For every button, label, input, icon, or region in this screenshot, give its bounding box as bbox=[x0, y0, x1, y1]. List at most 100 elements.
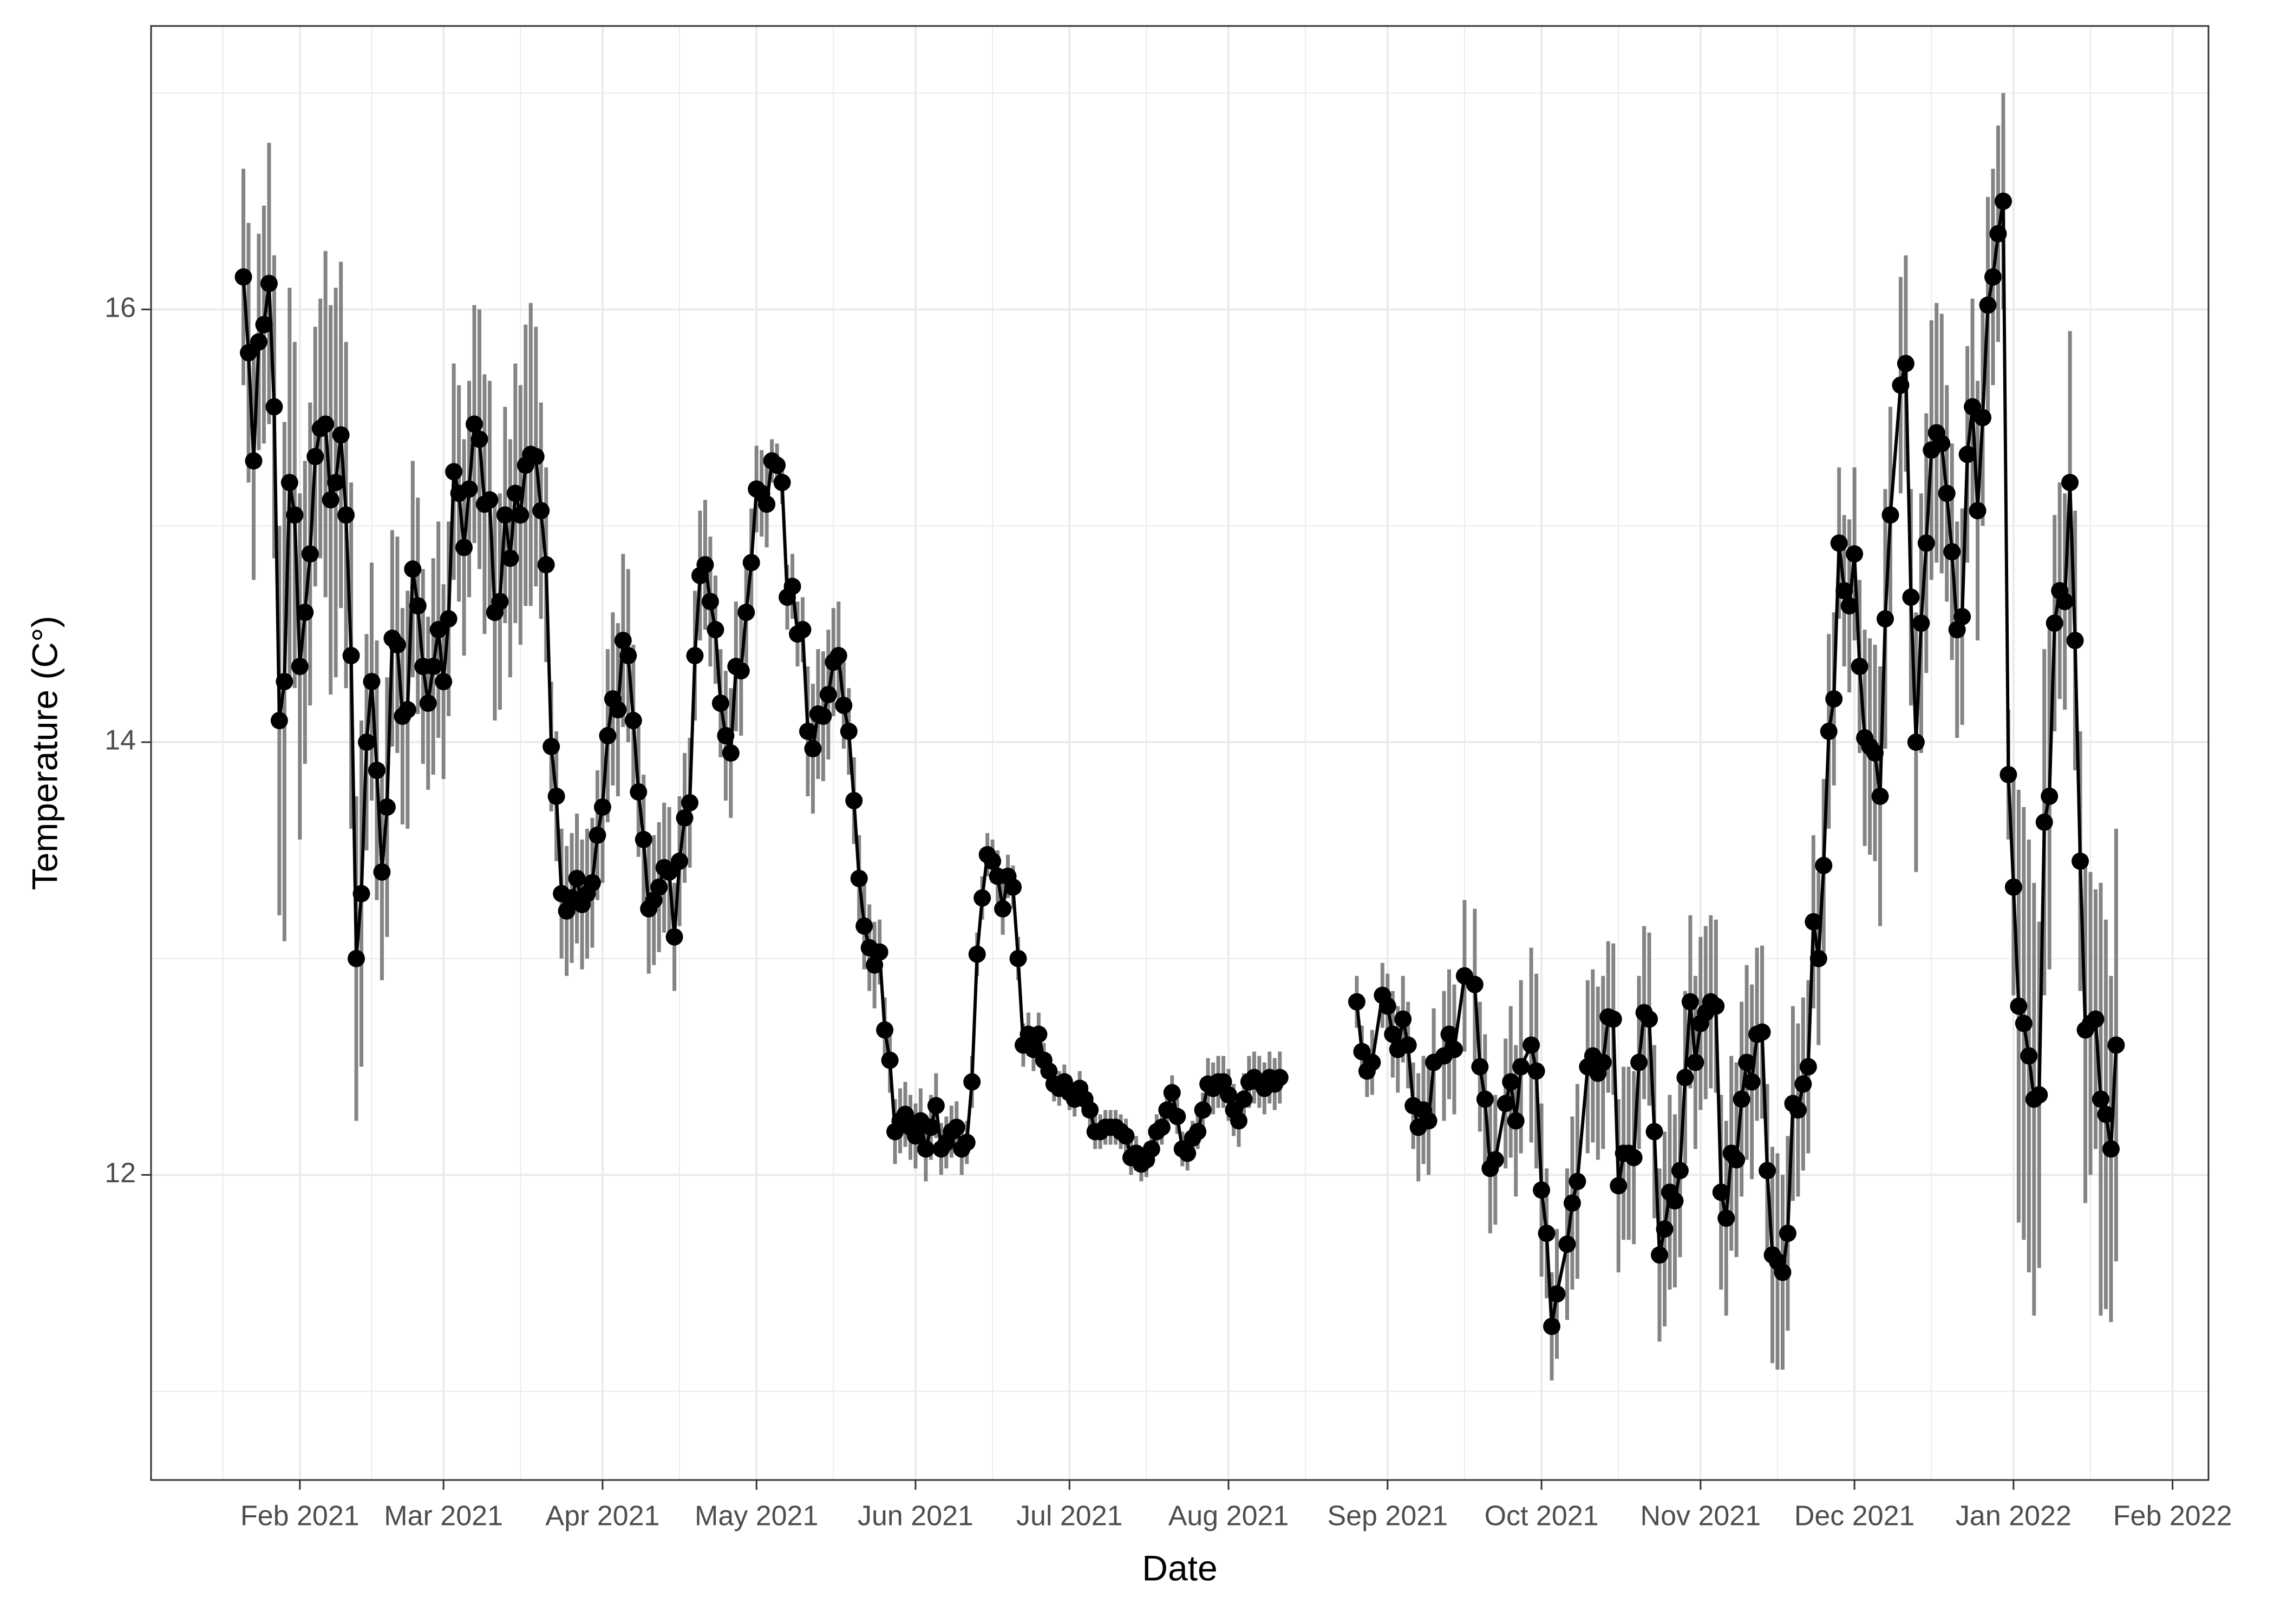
data-point bbox=[635, 830, 652, 848]
data-point bbox=[1687, 1053, 1704, 1071]
data-point bbox=[1743, 1073, 1761, 1091]
x-axis-title: Date bbox=[1142, 1548, 1217, 1588]
data-point bbox=[814, 708, 832, 725]
data-point bbox=[419, 695, 437, 712]
data-point bbox=[1594, 1053, 1612, 1071]
data-point bbox=[650, 878, 668, 896]
data-point bbox=[994, 900, 1012, 918]
data-point bbox=[532, 502, 550, 520]
data-point bbox=[2102, 1140, 2120, 1158]
data-point bbox=[850, 869, 868, 887]
data-point bbox=[1445, 1040, 1463, 1058]
data-point bbox=[460, 480, 478, 498]
data-point bbox=[1912, 614, 1930, 632]
data-point bbox=[240, 344, 258, 362]
data-point bbox=[742, 554, 760, 572]
data-point bbox=[543, 738, 560, 756]
data-point bbox=[1024, 1040, 1042, 1058]
data-point bbox=[527, 448, 545, 466]
x-tick-label: Mar 2021 bbox=[384, 1501, 503, 1532]
data-point bbox=[897, 1105, 914, 1123]
data-point bbox=[1897, 355, 1914, 372]
data-point bbox=[1728, 1151, 1746, 1169]
data-point bbox=[881, 1051, 899, 1069]
data-point bbox=[1610, 1177, 1628, 1195]
data-point bbox=[1815, 856, 1833, 874]
data-point bbox=[1625, 1149, 1643, 1167]
data-point bbox=[1179, 1144, 1197, 1162]
x-tick-label: Feb 2022 bbox=[2113, 1501, 2232, 1532]
data-point bbox=[799, 723, 816, 741]
data-point bbox=[1466, 975, 1484, 993]
data-point bbox=[512, 506, 530, 524]
data-point bbox=[948, 1118, 965, 1136]
data-point bbox=[599, 727, 617, 745]
data-point bbox=[758, 495, 776, 513]
data-point bbox=[547, 787, 565, 805]
data-point bbox=[1641, 1010, 1658, 1028]
data-point bbox=[1420, 1112, 1437, 1130]
data-point bbox=[404, 560, 422, 578]
data-point bbox=[1809, 949, 1827, 967]
data-point bbox=[686, 647, 704, 665]
data-point bbox=[1794, 1075, 1812, 1093]
data-point bbox=[840, 723, 858, 741]
y-tick-label: 16 bbox=[104, 292, 136, 323]
data-point bbox=[1958, 446, 1976, 463]
data-point bbox=[1502, 1073, 1520, 1091]
data-point bbox=[1738, 1053, 1756, 1071]
x-tick-label: May 2021 bbox=[695, 1501, 818, 1532]
data-point bbox=[1230, 1112, 1247, 1130]
data-point bbox=[1527, 1062, 1545, 1080]
data-point bbox=[1984, 268, 2002, 286]
data-point bbox=[1563, 1194, 1581, 1212]
data-point bbox=[455, 539, 473, 556]
data-point bbox=[1543, 1318, 1561, 1335]
x-tick-label: Jan 2022 bbox=[1956, 1501, 2072, 1532]
data-point bbox=[1938, 484, 1956, 502]
data-point bbox=[1399, 1036, 1417, 1054]
data-point bbox=[1907, 734, 1925, 751]
data-point bbox=[506, 484, 524, 502]
data-point bbox=[1851, 658, 1868, 676]
data-point bbox=[2061, 474, 2079, 492]
data-point bbox=[1676, 1069, 1694, 1086]
data-point bbox=[1789, 1101, 1807, 1119]
data-point bbox=[768, 456, 786, 474]
data-point bbox=[835, 697, 853, 715]
data-point bbox=[1656, 1220, 1674, 1238]
data-point bbox=[568, 869, 586, 887]
data-point bbox=[1892, 376, 1910, 394]
data-point bbox=[342, 647, 360, 665]
data-point bbox=[665, 928, 683, 946]
data-point bbox=[388, 636, 406, 654]
data-point bbox=[1989, 225, 2007, 243]
x-tick-label: Nov 2021 bbox=[1641, 1501, 1761, 1532]
data-point bbox=[435, 673, 453, 691]
data-point bbox=[614, 632, 632, 650]
data-point bbox=[1030, 1025, 1048, 1043]
data-point bbox=[1805, 913, 1822, 931]
data-point bbox=[496, 506, 514, 524]
data-point bbox=[2041, 787, 2059, 805]
data-point bbox=[1548, 1285, 1566, 1303]
data-point bbox=[1712, 1183, 1730, 1201]
data-point bbox=[1999, 765, 2017, 783]
data-point bbox=[352, 885, 370, 902]
data-point bbox=[1825, 690, 1843, 708]
data-point bbox=[1604, 1010, 1622, 1028]
data-point bbox=[1533, 1181, 1551, 1199]
data-point bbox=[471, 430, 488, 448]
data-point bbox=[481, 491, 499, 509]
data-point bbox=[276, 673, 293, 691]
data-point bbox=[2046, 614, 2063, 632]
data-point bbox=[783, 578, 801, 595]
data-point bbox=[1117, 1127, 1135, 1145]
data-point bbox=[286, 506, 304, 524]
data-point bbox=[1476, 1090, 1494, 1108]
data-point bbox=[1994, 192, 2012, 210]
data-point bbox=[245, 452, 263, 470]
data-point bbox=[1681, 993, 1699, 1011]
data-point bbox=[1964, 398, 1982, 416]
data-point bbox=[429, 621, 447, 639]
